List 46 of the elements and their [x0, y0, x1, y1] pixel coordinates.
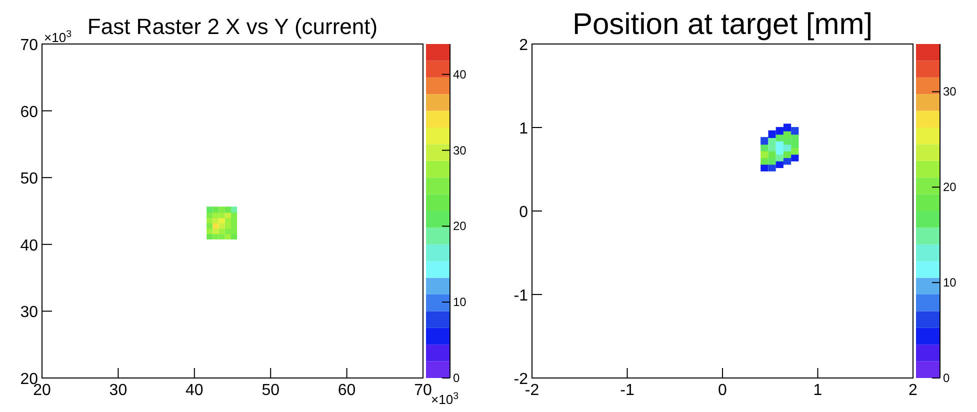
- annotation: ×10$^{3}$: [44, 28, 72, 45]
- point: [230, 206, 238, 213]
- point: [768, 130, 776, 138]
- y-tick-label: 70: [20, 37, 38, 54]
- color-bar-label: 30: [453, 143, 467, 158]
- point: [224, 206, 231, 213]
- x-tick-label: 0: [718, 382, 728, 399]
- point: [212, 228, 219, 234]
- x-tick-label: 40: [186, 382, 204, 399]
- point: [791, 127, 799, 135]
- color-bar-label: 0: [943, 371, 950, 385]
- y-tick-label: 50: [20, 170, 38, 188]
- chart-title: Position at target [mm]: [572, 8, 873, 41]
- y-tick-label: 1: [519, 120, 528, 138]
- y-tick-label: -1: [514, 288, 528, 304]
- point: [212, 217, 219, 224]
- color-bar-label: 20: [453, 219, 467, 234]
- color-bar-label: 30: [943, 84, 957, 99]
- x-tick-label: -1: [620, 382, 634, 399]
- color-bar-label: 20: [943, 180, 957, 194]
- x-tick-label: 70: [414, 382, 432, 399]
- color-bar-label: 10: [453, 295, 467, 310]
- color-bar-label: 0: [453, 371, 460, 385]
- point: [212, 233, 219, 240]
- point: [212, 212, 219, 218]
- y-tick-label: -2: [514, 371, 528, 388]
- text: ×10$^{3}$: [431, 390, 458, 407]
- x-tick-label: 1: [813, 382, 822, 399]
- y-tick-label: 2: [519, 37, 528, 54]
- point: [206, 206, 213, 213]
- x-tick-label: 30: [109, 382, 128, 399]
- x-tick-label: 50: [262, 382, 280, 399]
- x-tick-label: 2: [908, 382, 918, 399]
- y-tick-label: 0: [519, 204, 528, 221]
- y-tick-label: 60: [20, 104, 38, 121]
- y-tick-label: 30: [20, 304, 38, 322]
- x-tick-label: 60: [338, 382, 356, 399]
- point: [783, 124, 792, 132]
- y-tick-label: 40: [20, 237, 38, 254]
- point: [218, 206, 225, 213]
- point: [776, 127, 784, 135]
- point: [760, 137, 768, 145]
- color-bar-label: 10: [943, 276, 957, 290]
- color-bar-label: 40: [453, 67, 467, 82]
- point: [212, 206, 219, 213]
- chart-title: Fast Raster 2 X vs Y (current): [87, 14, 378, 39]
